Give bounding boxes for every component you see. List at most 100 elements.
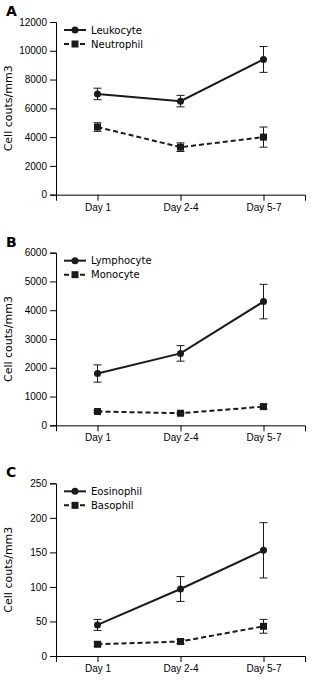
error-bar <box>260 619 268 633</box>
y-axis-title: Cell couts/mm3 <box>2 527 15 613</box>
y-tick: 0 <box>41 420 56 431</box>
x-tick: Day 5-7 <box>246 656 281 674</box>
legend-label: Eosinophil <box>91 486 142 497</box>
error-bar-cap <box>177 361 185 362</box>
error-bar-cap <box>260 633 268 634</box>
x-tick-label: Day 5-7 <box>246 202 281 213</box>
error-bar-cap <box>177 601 185 602</box>
x-tick-mark <box>181 195 182 201</box>
y-tick: 100 <box>30 582 56 593</box>
point <box>94 621 101 628</box>
y-tick-mark <box>50 281 56 282</box>
y-axis-line <box>50 484 57 657</box>
panel-title: C <box>6 464 16 480</box>
y-tick-label: 100 <box>30 582 47 593</box>
y-axis-title: Cell couts/mm3 <box>2 65 15 151</box>
point <box>260 56 267 63</box>
x-tick-mark <box>98 195 99 201</box>
legend-label: Monocyte <box>91 269 140 280</box>
error-bar <box>177 577 185 602</box>
y-tick: 12000 <box>19 17 56 28</box>
y-tick: 4000 <box>25 132 56 143</box>
error-bar-cap <box>177 106 185 107</box>
error-bar-cap <box>177 151 185 152</box>
error-bar <box>94 123 102 132</box>
y-tick-label: 3000 <box>25 334 48 345</box>
panel-title: B <box>6 234 17 250</box>
y-tick: 3000 <box>25 334 56 345</box>
y-tick-label: 8000 <box>25 74 48 85</box>
x-tick: Day 1 <box>85 656 112 674</box>
series-line <box>98 302 264 374</box>
y-tick-mark <box>50 483 56 484</box>
x-axis-line <box>57 657 306 663</box>
series <box>94 284 268 382</box>
error-bar-cap <box>94 382 102 383</box>
x-tick: Day 2-4 <box>163 425 198 443</box>
error-bar-cap <box>260 619 268 620</box>
error-bar <box>94 619 102 630</box>
y-tick-label: 50 <box>36 616 48 627</box>
y-tick-label: 4000 <box>25 132 48 143</box>
x-tick: Day 1 <box>85 425 112 443</box>
legend-label: Basophil <box>91 500 134 511</box>
y-tick-label: 6000 <box>25 247 48 258</box>
x-tick-mark <box>181 425 182 431</box>
legend-item: Eosinophil <box>64 486 142 497</box>
point <box>177 98 184 105</box>
legend: Leukocyte Neutrophil <box>64 25 143 50</box>
x-tick-label: Day 2-4 <box>163 202 198 213</box>
y-axis-title: Cell couts/mm3 <box>2 296 15 382</box>
y-tick-mark <box>50 51 56 52</box>
y-tick-label: 12000 <box>19 17 47 28</box>
point <box>260 623 267 630</box>
x-tick-label: Day 2-4 <box>163 432 198 443</box>
error-bar-cap <box>260 72 268 73</box>
y-tick-label: 2000 <box>25 362 48 373</box>
y-tick-mark <box>50 397 56 398</box>
y-tick-label: 5000 <box>25 276 48 287</box>
point <box>94 641 101 648</box>
error-bar-cap <box>94 131 102 132</box>
y-tick: 50 <box>36 616 56 627</box>
error-bar-cap <box>94 122 102 123</box>
error-bar-cap <box>260 522 268 523</box>
error-bar-cap <box>260 284 268 285</box>
y-tick: 4000 <box>25 305 56 316</box>
x-tick: Day 5-7 <box>246 195 281 213</box>
series <box>94 619 268 647</box>
legend-marker <box>72 257 79 264</box>
x-tick-label: Day 1 <box>85 432 112 443</box>
error-bar <box>260 46 268 72</box>
legend-label: Leukocyte <box>91 25 142 36</box>
x-tick: Day 2-4 <box>163 195 198 213</box>
y-tick-mark <box>50 518 56 519</box>
plot-area <box>94 46 268 151</box>
y-tick-label: 4000 <box>25 305 48 316</box>
series-line <box>98 59 264 101</box>
error-bar-cap <box>177 142 185 143</box>
y-tick-mark <box>50 166 56 167</box>
error-bar <box>94 365 102 382</box>
legend-marker <box>72 488 79 495</box>
point <box>177 410 184 417</box>
y-tick: 8000 <box>25 74 56 85</box>
x-tick-mark <box>264 195 265 201</box>
y-tick: 2000 <box>25 161 56 172</box>
point <box>177 586 184 593</box>
figure: 020004000600080001000012000Day 1Day 2-4D… <box>0 0 319 692</box>
point <box>94 124 101 131</box>
y-tick-mark <box>50 587 56 588</box>
panel: 050100150200250Day 1Day 2-4Day 5-7Cell c… <box>2 478 306 674</box>
error-bar <box>177 95 185 107</box>
y-tick: 6000 <box>25 247 56 258</box>
error-bar <box>260 284 268 319</box>
y-tick-label: 0 <box>41 189 47 200</box>
legend-item: Basophil <box>64 500 134 511</box>
y-tick-mark <box>50 310 56 311</box>
y-tick-label: 6000 <box>25 103 48 114</box>
error-bar-cap <box>177 95 185 96</box>
x-tick-mark <box>181 656 182 662</box>
legend-item: Neutrophil <box>64 39 143 50</box>
legend-marker <box>72 271 79 278</box>
